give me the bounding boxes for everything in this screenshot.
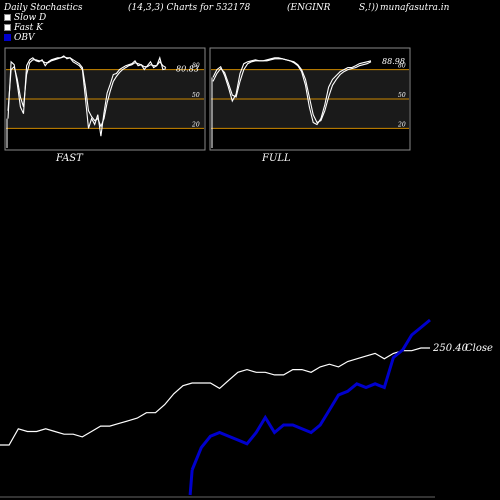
- site-name: munafasutra.in: [380, 3, 450, 13]
- chart-params: (14,3,3) Charts for 532178: [128, 3, 251, 13]
- full-zone-lower: [211, 99, 409, 129]
- fast-series-slow-d: [7, 56, 167, 128]
- chart-title: Daily Stochastics: [4, 3, 83, 13]
- chart-symbol: (ENGINR: [287, 3, 331, 13]
- legend-obv: OBV: [4, 33, 35, 43]
- fast-level-label-80: 80: [192, 63, 200, 70]
- close-price-line: [0, 347, 430, 446]
- legend-label-fast-k: Fast K: [14, 23, 43, 33]
- fast-level-label-50: 50: [192, 92, 200, 99]
- legend-fast-k: Fast K: [4, 23, 43, 33]
- legend-slow-d: Slow D: [4, 13, 46, 23]
- fast-level-label-20: 20: [191, 121, 200, 128]
- close-suffix-label: Close: [465, 343, 493, 354]
- legend-swatch-fast-k: [4, 24, 11, 31]
- full-level-label-20: 20: [397, 121, 406, 128]
- fast-current-value: 80.83: [176, 65, 199, 74]
- full-zone-upper: [211, 69, 409, 99]
- chart-symbol-suffix: S,!)): [359, 3, 379, 13]
- obv-start-drop: [188, 469, 194, 496]
- full-level-label-80: 80: [398, 63, 406, 70]
- full-panel-title: FULL: [262, 153, 291, 164]
- full-series-slow-d: [212, 58, 372, 124]
- full-current-value: 88.98: [382, 57, 405, 66]
- fast-panel-title: FAST: [56, 153, 83, 164]
- legend-label-slow-d: Slow D: [14, 13, 47, 23]
- close-value-label: 250.40: [432, 343, 469, 354]
- obv-line: [190, 318, 431, 471]
- legend-label-obv: OBV: [14, 33, 35, 43]
- full-level-label-50: 50: [398, 92, 406, 99]
- legend-swatch-obv: [4, 34, 11, 41]
- fast-zone-upper: [6, 69, 204, 99]
- legend-swatch-slow-d: [4, 14, 11, 21]
